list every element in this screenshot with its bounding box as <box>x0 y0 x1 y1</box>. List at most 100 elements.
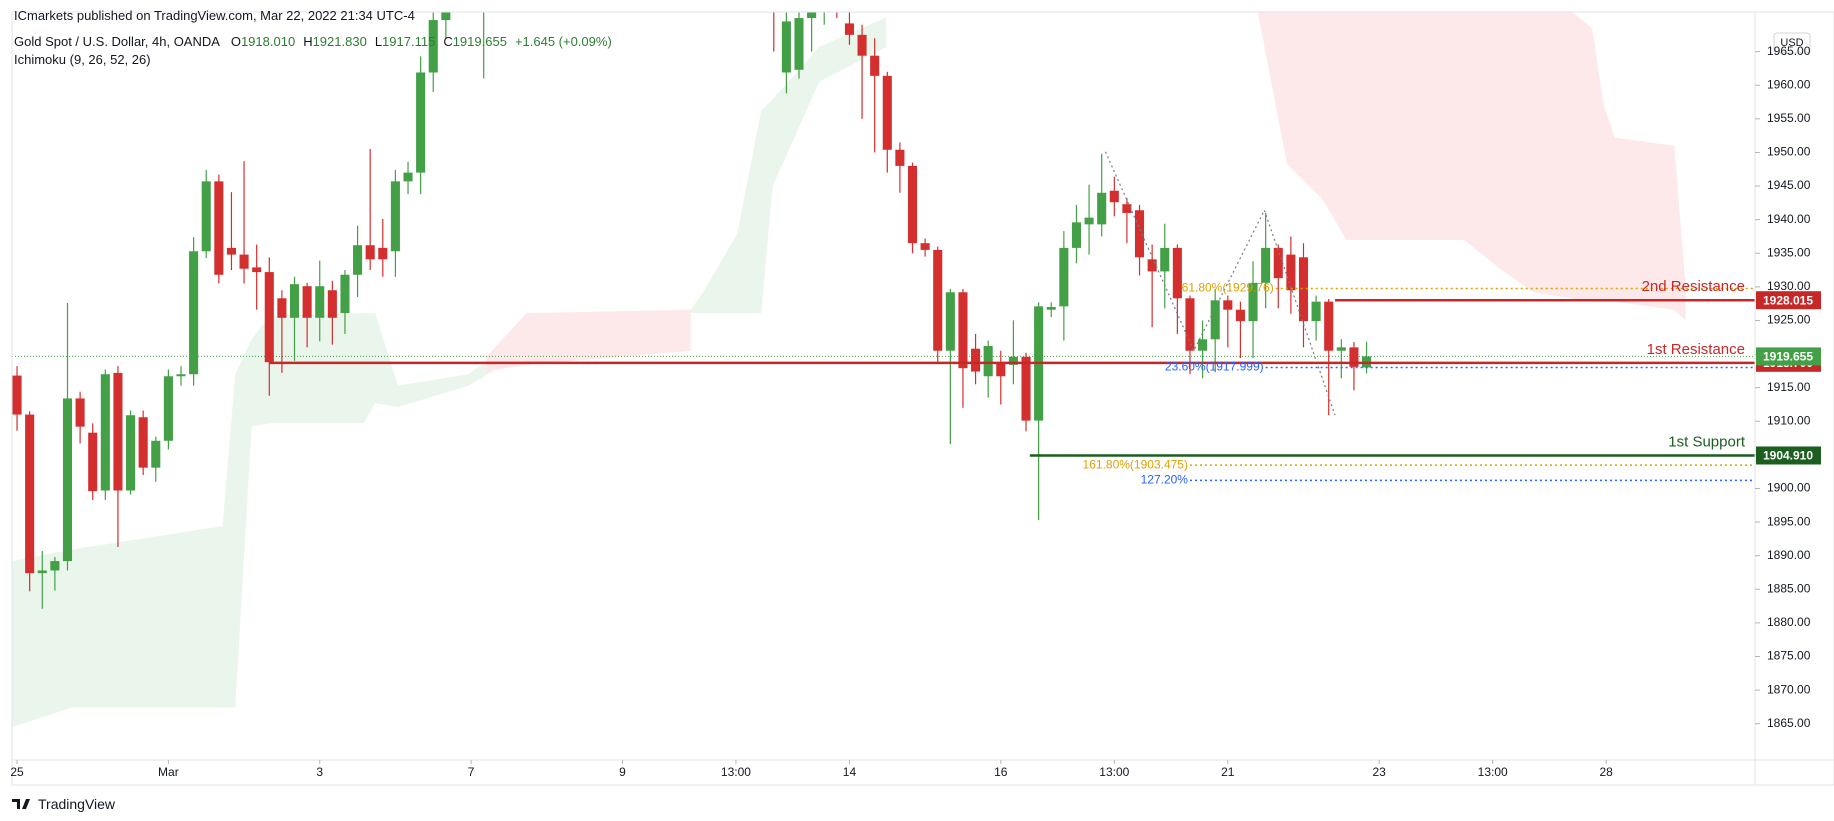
candle-body <box>126 415 136 491</box>
candle-body <box>1008 356 1018 365</box>
candle-body <box>1122 204 1132 213</box>
candle-body <box>1298 257 1309 322</box>
x-tick-label: 13:00 <box>1099 765 1129 779</box>
symbol-legend: Gold Spot / U.S. Dollar, 4h, OANDA O1918… <box>14 34 612 49</box>
ohlc-key: C <box>443 34 453 49</box>
candle-body <box>1021 356 1031 421</box>
candle-body <box>441 12 451 21</box>
x-tick-label: 23 <box>1372 765 1386 779</box>
fib-label: 61.80%(1929.76) <box>1182 281 1274 295</box>
candle-body <box>870 55 880 76</box>
candle-body <box>252 267 262 273</box>
candle-body <box>1223 300 1233 310</box>
ohlc-key: H <box>303 34 313 49</box>
candle-body <box>1286 254 1296 291</box>
candle-body <box>264 272 274 363</box>
pattern-line <box>1104 151 1336 416</box>
price-box <box>1756 347 1821 366</box>
candle-body <box>907 165 918 244</box>
ohlc-value: 1919.655 <box>452 34 507 49</box>
logo <box>12 799 30 809</box>
y-tick-label: 1930.00 <box>1767 279 1811 293</box>
y-tick-label: 1885.00 <box>1767 581 1811 595</box>
price-box-label: 1904.910 <box>1763 449 1813 463</box>
price-box-label: 1928.015 <box>1763 293 1813 307</box>
candle-body <box>1172 247 1182 299</box>
candle-body <box>302 286 312 318</box>
x-tick-label: 3 <box>316 765 323 779</box>
ohlc-value: 1921.830 <box>312 34 367 49</box>
candle-body <box>365 245 375 260</box>
frame <box>11 11 1834 786</box>
candle-body <box>378 247 388 260</box>
candle-body <box>857 34 867 56</box>
candle-body <box>151 440 161 468</box>
y-tick-label: 1915.00 <box>1767 380 1811 394</box>
plot-area <box>12 12 1755 728</box>
candle-body <box>1160 247 1170 272</box>
candle-body <box>353 245 363 275</box>
x-tick-label: 14 <box>843 765 857 779</box>
x-tick-label: 13:00 <box>1478 765 1508 779</box>
y-tick-label: 1945.00 <box>1767 178 1811 192</box>
y-tick-label: 1900.00 <box>1767 481 1811 495</box>
candle-body <box>958 292 968 369</box>
ohlc-value: 1917.115 <box>382 34 436 49</box>
candle-body <box>25 414 35 574</box>
ohlc-value: 1918.010 <box>240 34 296 49</box>
ohlc-key: L <box>374 34 383 49</box>
candle-body <box>971 348 981 372</box>
candle-body <box>1198 339 1208 351</box>
candle-body <box>12 375 22 415</box>
level-name: 2nd Resistance <box>1642 278 1745 295</box>
candle-body <box>1046 307 1056 310</box>
x-tick-label: 28 <box>1599 765 1613 779</box>
candle-body <box>1134 210 1145 258</box>
candle-body <box>844 23 854 35</box>
y-tick-label: 1955.00 <box>1767 111 1811 125</box>
x-tick-label: 13:00 <box>721 765 751 779</box>
candle-body <box>289 284 300 318</box>
fib-label: 127.20% <box>1141 473 1189 487</box>
candle-body <box>1059 247 1069 307</box>
ohlc-key: +1.645 (+0.09%) <box>514 34 612 49</box>
currency: USD <box>1780 37 1803 49</box>
candle-body <box>201 181 211 252</box>
candle-body <box>277 298 287 318</box>
price-box <box>1756 446 1821 465</box>
y-tick-label: 1890.00 <box>1767 548 1811 562</box>
candle-body <box>1324 301 1334 351</box>
candle-body <box>37 570 47 574</box>
candle-body <box>428 20 438 73</box>
candle-body <box>1235 309 1245 322</box>
level-name: 1st Resistance <box>1647 341 1745 358</box>
candle-body <box>1097 192 1107 225</box>
candle-body <box>189 251 199 375</box>
y-tick-label: 1950.00 <box>1767 145 1811 159</box>
candle-body <box>1147 259 1157 272</box>
x-tick-label: 7 <box>468 765 475 779</box>
x-tick-label: Mar <box>158 765 179 779</box>
x-tick-label: 16 <box>994 765 1008 779</box>
candle-body <box>781 21 791 73</box>
candle-body <box>1109 190 1119 203</box>
y-tick-label: 1940.00 <box>1767 212 1811 226</box>
candle-body <box>403 172 413 182</box>
y-tick-label: 1965.00 <box>1767 44 1811 58</box>
candle-body <box>138 417 148 468</box>
candle-body <box>390 181 400 252</box>
y-tick-label: 1875.00 <box>1767 649 1811 663</box>
y-tick-label: 1880.00 <box>1767 615 1811 629</box>
y-tick-label: 1910.00 <box>1767 413 1811 427</box>
candle-body <box>933 249 943 351</box>
symbol: Gold Spot / U.S. Dollar, 4h, OANDA <box>14 34 220 49</box>
candle-body <box>75 398 85 427</box>
candle-body <box>882 75 892 150</box>
candle-body <box>239 254 249 269</box>
candle-body <box>794 18 804 70</box>
candle-body <box>1261 247 1271 283</box>
candle-body <box>315 286 325 318</box>
candle-body <box>945 292 955 351</box>
y-tick-label: 1865.00 <box>1767 716 1811 730</box>
